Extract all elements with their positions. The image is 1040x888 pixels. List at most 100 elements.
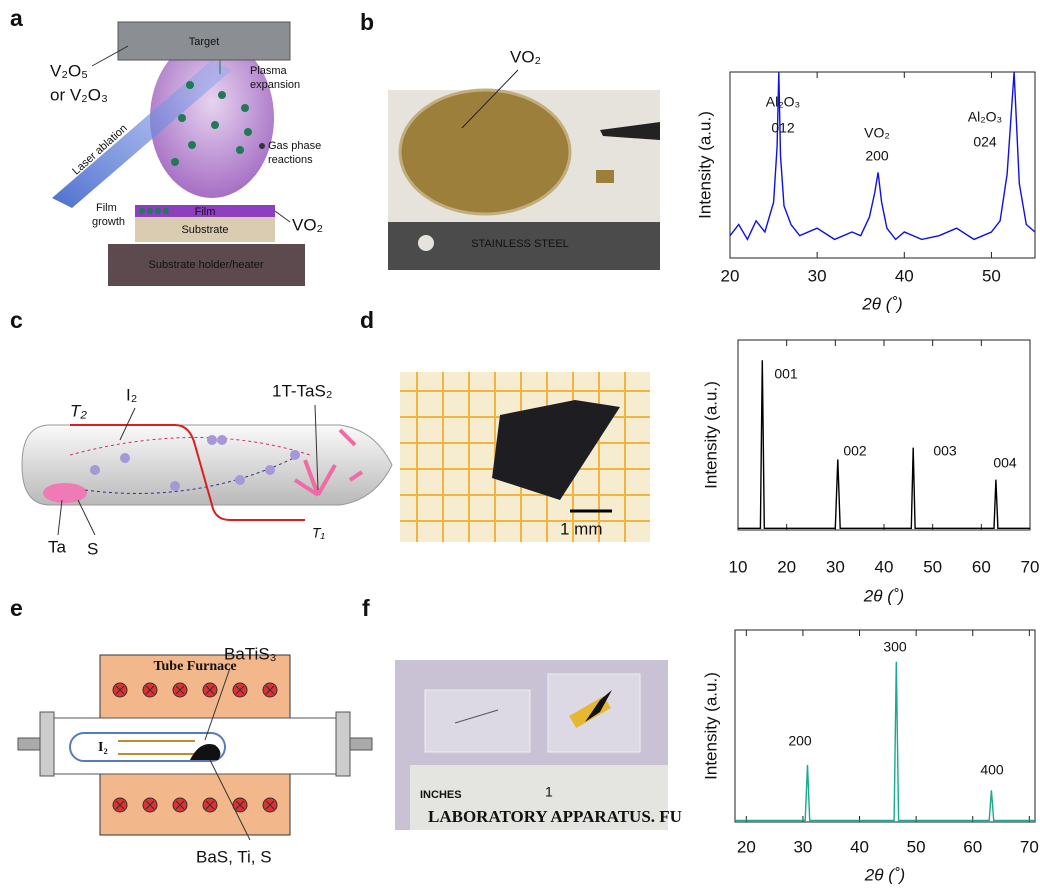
holder-label: Substrate holder/heater <box>149 259 264 271</box>
charts: 20 30 40 50 Al₂O₃ 012 VO₂ 200 Al₂O₃ 024 2θ (˚) Inte… <box>695 71 1040 884</box>
temp-label: T₁ <box>312 525 326 541</box>
coil-x <box>235 685 245 695</box>
product-label: BaTiS₃ <box>224 644 277 663</box>
x-axis-title: 2θ (˚) <box>861 294 902 313</box>
plot-frame <box>729 71 1036 259</box>
wafer <box>398 88 572 216</box>
film-label: Film <box>195 206 216 218</box>
x-tick-label: 40 <box>850 837 869 856</box>
peak-label: 400 <box>980 762 1004 778</box>
photo-d: 1 mm <box>400 372 650 542</box>
plasma <box>150 38 274 198</box>
transport <box>69 437 311 456</box>
x-axis-title: 2θ (˚) <box>863 586 904 605</box>
flange <box>17 737 41 751</box>
x-tick-label: 70 <box>1021 557 1040 576</box>
x-tick-label: 30 <box>808 266 827 285</box>
plasma-label: expansion <box>250 79 300 91</box>
x-tick-label: 40 <box>895 266 914 285</box>
peak-label: 004 <box>993 455 1017 471</box>
sample <box>596 170 614 183</box>
crystals <box>293 428 364 497</box>
crystal <box>585 690 612 722</box>
laser-beam <box>52 60 232 208</box>
leader <box>77 499 96 536</box>
xrd-pattern <box>738 360 1030 529</box>
x-tick-label: 40 <box>875 557 894 576</box>
panel-label: c <box>10 307 23 333</box>
panel-label: e <box>10 595 23 621</box>
x-tick-label: 20 <box>737 837 756 856</box>
schematic-a: Target V₂O₅ or V₂O₃ Laser ablation Plasm… <box>50 21 323 286</box>
coil-x <box>235 800 245 810</box>
s-label: S <box>87 539 98 558</box>
flange <box>39 711 55 777</box>
growth-dots <box>139 208 169 214</box>
leader <box>204 667 231 741</box>
leader <box>119 407 136 441</box>
plot-frame <box>734 629 1036 823</box>
peak-label: VO₂ <box>864 125 890 141</box>
coil-x <box>265 800 275 810</box>
peak-label: 003 <box>933 443 957 459</box>
panel-label: f <box>362 595 370 621</box>
peak-label: 200 <box>788 733 812 749</box>
particles <box>171 81 252 166</box>
ta-source <box>43 483 87 503</box>
source: or V₂O₃ <box>50 85 108 104</box>
holder <box>108 244 305 286</box>
coil-x <box>175 685 185 695</box>
scale-label: 1 mm <box>560 519 603 538</box>
ta-label: Ta <box>48 537 67 556</box>
x-tick-label: 50 <box>923 557 942 576</box>
peak-label: 012 <box>771 120 795 136</box>
temperature-profile <box>70 424 305 521</box>
photo-f: INCHES 1 LABORATORY APPARATUS. FU <box>395 660 682 830</box>
molecules <box>90 435 300 491</box>
gas-label: reactions <box>268 154 313 166</box>
leader <box>57 499 63 536</box>
furnace-label: Tube Furnace <box>153 659 236 674</box>
product-label: 1T-TaS₂ <box>272 381 332 400</box>
x-tick-label: 60 <box>963 837 982 856</box>
growth-label: Film <box>96 202 117 214</box>
peak-label: 002 <box>843 443 867 459</box>
substrate-label: Substrate <box>181 224 228 236</box>
schematic-e: Tube Furnace BaTiS₃ I₂ BaS, Ti, S <box>17 644 373 866</box>
leader <box>91 45 129 67</box>
xrd-pattern <box>729 71 1036 241</box>
y-axis-title: Intensity (a.u.) <box>695 111 714 219</box>
y-axis-title: Intensity (a.u.) <box>701 381 720 489</box>
ruler-text: INCHES <box>420 789 462 801</box>
x-tick-label: 50 <box>907 837 926 856</box>
coil-x <box>145 800 155 810</box>
product-label: VO₂ <box>292 215 323 234</box>
coil-x <box>145 685 155 695</box>
coil-x <box>205 685 215 695</box>
leader <box>274 210 291 223</box>
substrate <box>135 217 275 242</box>
leader <box>461 69 519 129</box>
coil-x <box>265 685 275 695</box>
coil-x <box>115 800 125 810</box>
peak-label: 300 <box>883 639 907 655</box>
ruler-text: 1 <box>545 784 553 800</box>
ruler-text: LABORATORY APPARATUS. FU <box>428 807 682 826</box>
peak-label: Al₂O₃ <box>766 94 800 110</box>
coil-x <box>205 800 215 810</box>
wire <box>454 709 499 724</box>
x-tick-label: 30 <box>793 837 812 856</box>
x-tick-label: 10 <box>729 557 748 576</box>
peak-label: Al₂O₃ <box>968 109 1002 125</box>
schematic-c: T₂ T₁ I₂ 1T-TaS₂ Ta S <box>21 381 393 558</box>
target-label: Target <box>189 36 220 48</box>
charge <box>190 744 221 760</box>
reactant-label: BaS, Ti, S <box>196 847 272 866</box>
x-tick-label: 20 <box>721 266 740 285</box>
leader <box>209 759 251 841</box>
plasma-label: Plasma <box>250 65 288 77</box>
temp-label: T₂ <box>70 401 87 420</box>
photo-b: STAINLESS STEEL VO₂ <box>388 47 660 270</box>
